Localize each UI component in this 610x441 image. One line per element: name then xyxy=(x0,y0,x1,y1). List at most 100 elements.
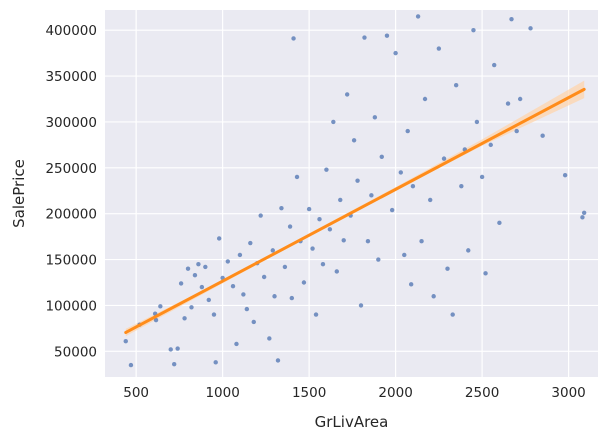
data-point xyxy=(408,282,414,287)
data-point xyxy=(279,205,284,211)
data-point xyxy=(270,248,275,253)
data-point xyxy=(384,33,390,38)
data-point xyxy=(428,197,433,203)
data-point xyxy=(351,138,357,143)
data-point xyxy=(471,27,476,33)
regression-line-layer xyxy=(124,87,586,335)
data-point xyxy=(376,257,381,262)
data-point xyxy=(483,271,488,276)
data-point xyxy=(497,220,502,226)
data-point xyxy=(237,252,243,258)
data-point xyxy=(289,295,295,301)
regression-line xyxy=(124,87,586,335)
data-point xyxy=(301,280,307,285)
data-point xyxy=(398,170,403,175)
data-point xyxy=(230,283,236,289)
data-point xyxy=(410,183,416,189)
data-point xyxy=(509,16,514,22)
data-point xyxy=(540,133,545,138)
y-tick-label: 350000 xyxy=(45,69,97,85)
x-tick-label: 3000 xyxy=(551,385,585,401)
data-point xyxy=(365,239,371,244)
data-point xyxy=(275,358,281,363)
data-point xyxy=(153,317,159,323)
data-point xyxy=(369,193,374,198)
data-point xyxy=(341,238,346,243)
data-point xyxy=(324,167,329,172)
y-tick-label: 400000 xyxy=(45,23,97,39)
data-point xyxy=(488,142,493,148)
data-point xyxy=(261,274,267,280)
data-point xyxy=(206,297,211,303)
data-point xyxy=(450,312,455,317)
data-point xyxy=(393,50,398,56)
data-point xyxy=(234,341,239,347)
x-tick-label: 2500 xyxy=(465,385,499,401)
data-point xyxy=(379,154,384,159)
x-tick-label: 500 xyxy=(123,385,149,401)
y-axis-label: SalePrice xyxy=(10,159,28,228)
data-point xyxy=(344,92,350,97)
data-point xyxy=(306,206,312,212)
data-point xyxy=(362,35,367,40)
data-point xyxy=(338,197,343,203)
data-point xyxy=(175,346,180,351)
data-point xyxy=(580,215,585,220)
data-point xyxy=(244,306,250,312)
data-point xyxy=(248,240,253,246)
data-point xyxy=(445,266,450,271)
data-point xyxy=(419,239,424,244)
data-point xyxy=(405,128,410,134)
data-point xyxy=(211,312,217,317)
data-point xyxy=(225,259,231,264)
x-tick-label: 2000 xyxy=(378,385,412,401)
y-tick-label: 250000 xyxy=(45,161,97,177)
data-point xyxy=(196,261,201,267)
data-point xyxy=(474,119,480,125)
data-point xyxy=(178,281,184,286)
data-point xyxy=(528,26,533,31)
plot-background xyxy=(105,10,598,377)
data-point xyxy=(479,174,485,180)
data-point xyxy=(216,236,222,241)
data-point xyxy=(453,83,459,88)
data-point xyxy=(389,207,395,213)
y-tick-label: 200000 xyxy=(45,207,97,223)
data-point xyxy=(372,115,378,120)
data-point xyxy=(189,305,194,310)
y-tick-label: 300000 xyxy=(45,115,97,131)
data-point xyxy=(327,227,333,232)
data-point xyxy=(562,172,568,178)
data-point xyxy=(436,46,442,51)
data-point xyxy=(251,319,256,325)
data-point xyxy=(441,156,447,161)
data-point xyxy=(272,294,277,299)
y-tick-label: 100000 xyxy=(45,298,97,314)
data-point xyxy=(282,264,288,270)
grid-lines xyxy=(105,10,598,377)
points-layer xyxy=(123,14,587,368)
data-point xyxy=(331,119,336,125)
data-point xyxy=(431,294,436,299)
data-point xyxy=(267,336,272,341)
data-point xyxy=(213,360,218,365)
x-axis-label: GrLivArea xyxy=(315,413,389,431)
data-point xyxy=(258,213,263,218)
data-point xyxy=(171,361,177,367)
data-point xyxy=(320,261,326,267)
data-point xyxy=(199,284,205,290)
data-point xyxy=(128,362,134,368)
data-point xyxy=(123,339,128,344)
y-tick-labels: 50000 100000 150000 200000 250000 300000 35000… xyxy=(45,23,97,360)
data-point xyxy=(581,210,587,215)
data-point xyxy=(185,266,191,271)
data-point xyxy=(415,14,421,19)
data-point xyxy=(517,96,523,102)
data-point xyxy=(241,292,246,297)
data-point xyxy=(514,128,519,134)
data-point xyxy=(291,36,296,41)
data-point xyxy=(294,174,300,180)
x-tick-label: 1500 xyxy=(292,385,326,401)
